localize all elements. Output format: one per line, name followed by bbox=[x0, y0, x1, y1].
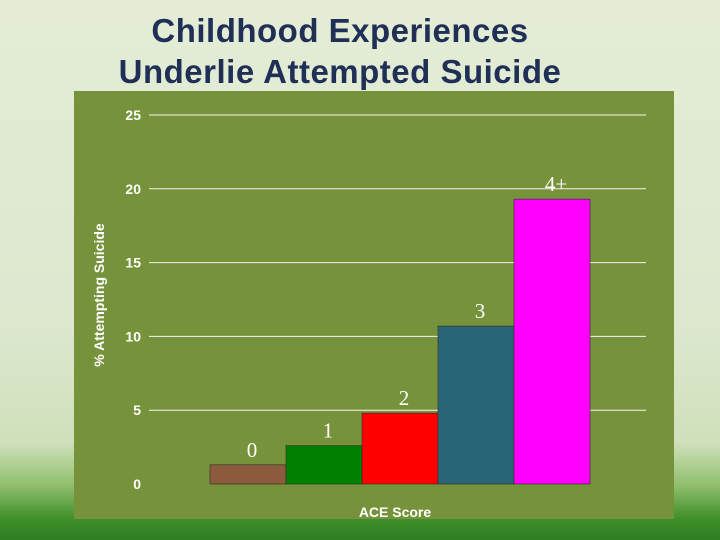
chart-panel: 0 5 10 15 20 25 0 1 2 3 4+ % Attempting Suicide A… bbox=[74, 91, 674, 519]
bar bbox=[209, 464, 287, 485]
bar bbox=[285, 445, 363, 485]
bar-category-label: 1 bbox=[323, 419, 334, 443]
bar-category-label: 2 bbox=[399, 386, 410, 410]
bar-category-label: 0 bbox=[247, 438, 258, 462]
y-tick-label: 10 bbox=[125, 328, 141, 344]
y-tick-label: 5 bbox=[133, 402, 141, 418]
slide-title-line-1: Childhood Experiences bbox=[151, 12, 529, 49]
bar-chart: 0 5 10 15 20 25 0 1 2 3 4+ % Attempting Suicide A… bbox=[91, 107, 646, 519]
x-axis-title: ACE Score bbox=[359, 504, 432, 519]
bars bbox=[209, 198, 591, 485]
y-tick-label: 15 bbox=[125, 255, 141, 271]
bar-category-label: 4+ bbox=[545, 172, 567, 196]
y-tick-label: 0 bbox=[133, 476, 141, 492]
y-tick-label: 25 bbox=[125, 107, 141, 123]
bar bbox=[361, 412, 439, 485]
bar bbox=[437, 325, 515, 485]
bar bbox=[513, 198, 591, 485]
bar-category-label: 3 bbox=[475, 299, 486, 323]
slide-title: Childhood Experiences Underlie Attempted… bbox=[0, 10, 680, 92]
slide-title-line-2: Underlie Attempted Suicide bbox=[118, 53, 562, 90]
bar-labels: 0 1 2 3 4+ bbox=[247, 172, 567, 462]
y-axis-ticks: 0 5 10 15 20 25 bbox=[125, 107, 141, 492]
y-tick-label: 20 bbox=[125, 181, 141, 197]
y-axis-title: % Attempting Suicide bbox=[91, 223, 107, 367]
